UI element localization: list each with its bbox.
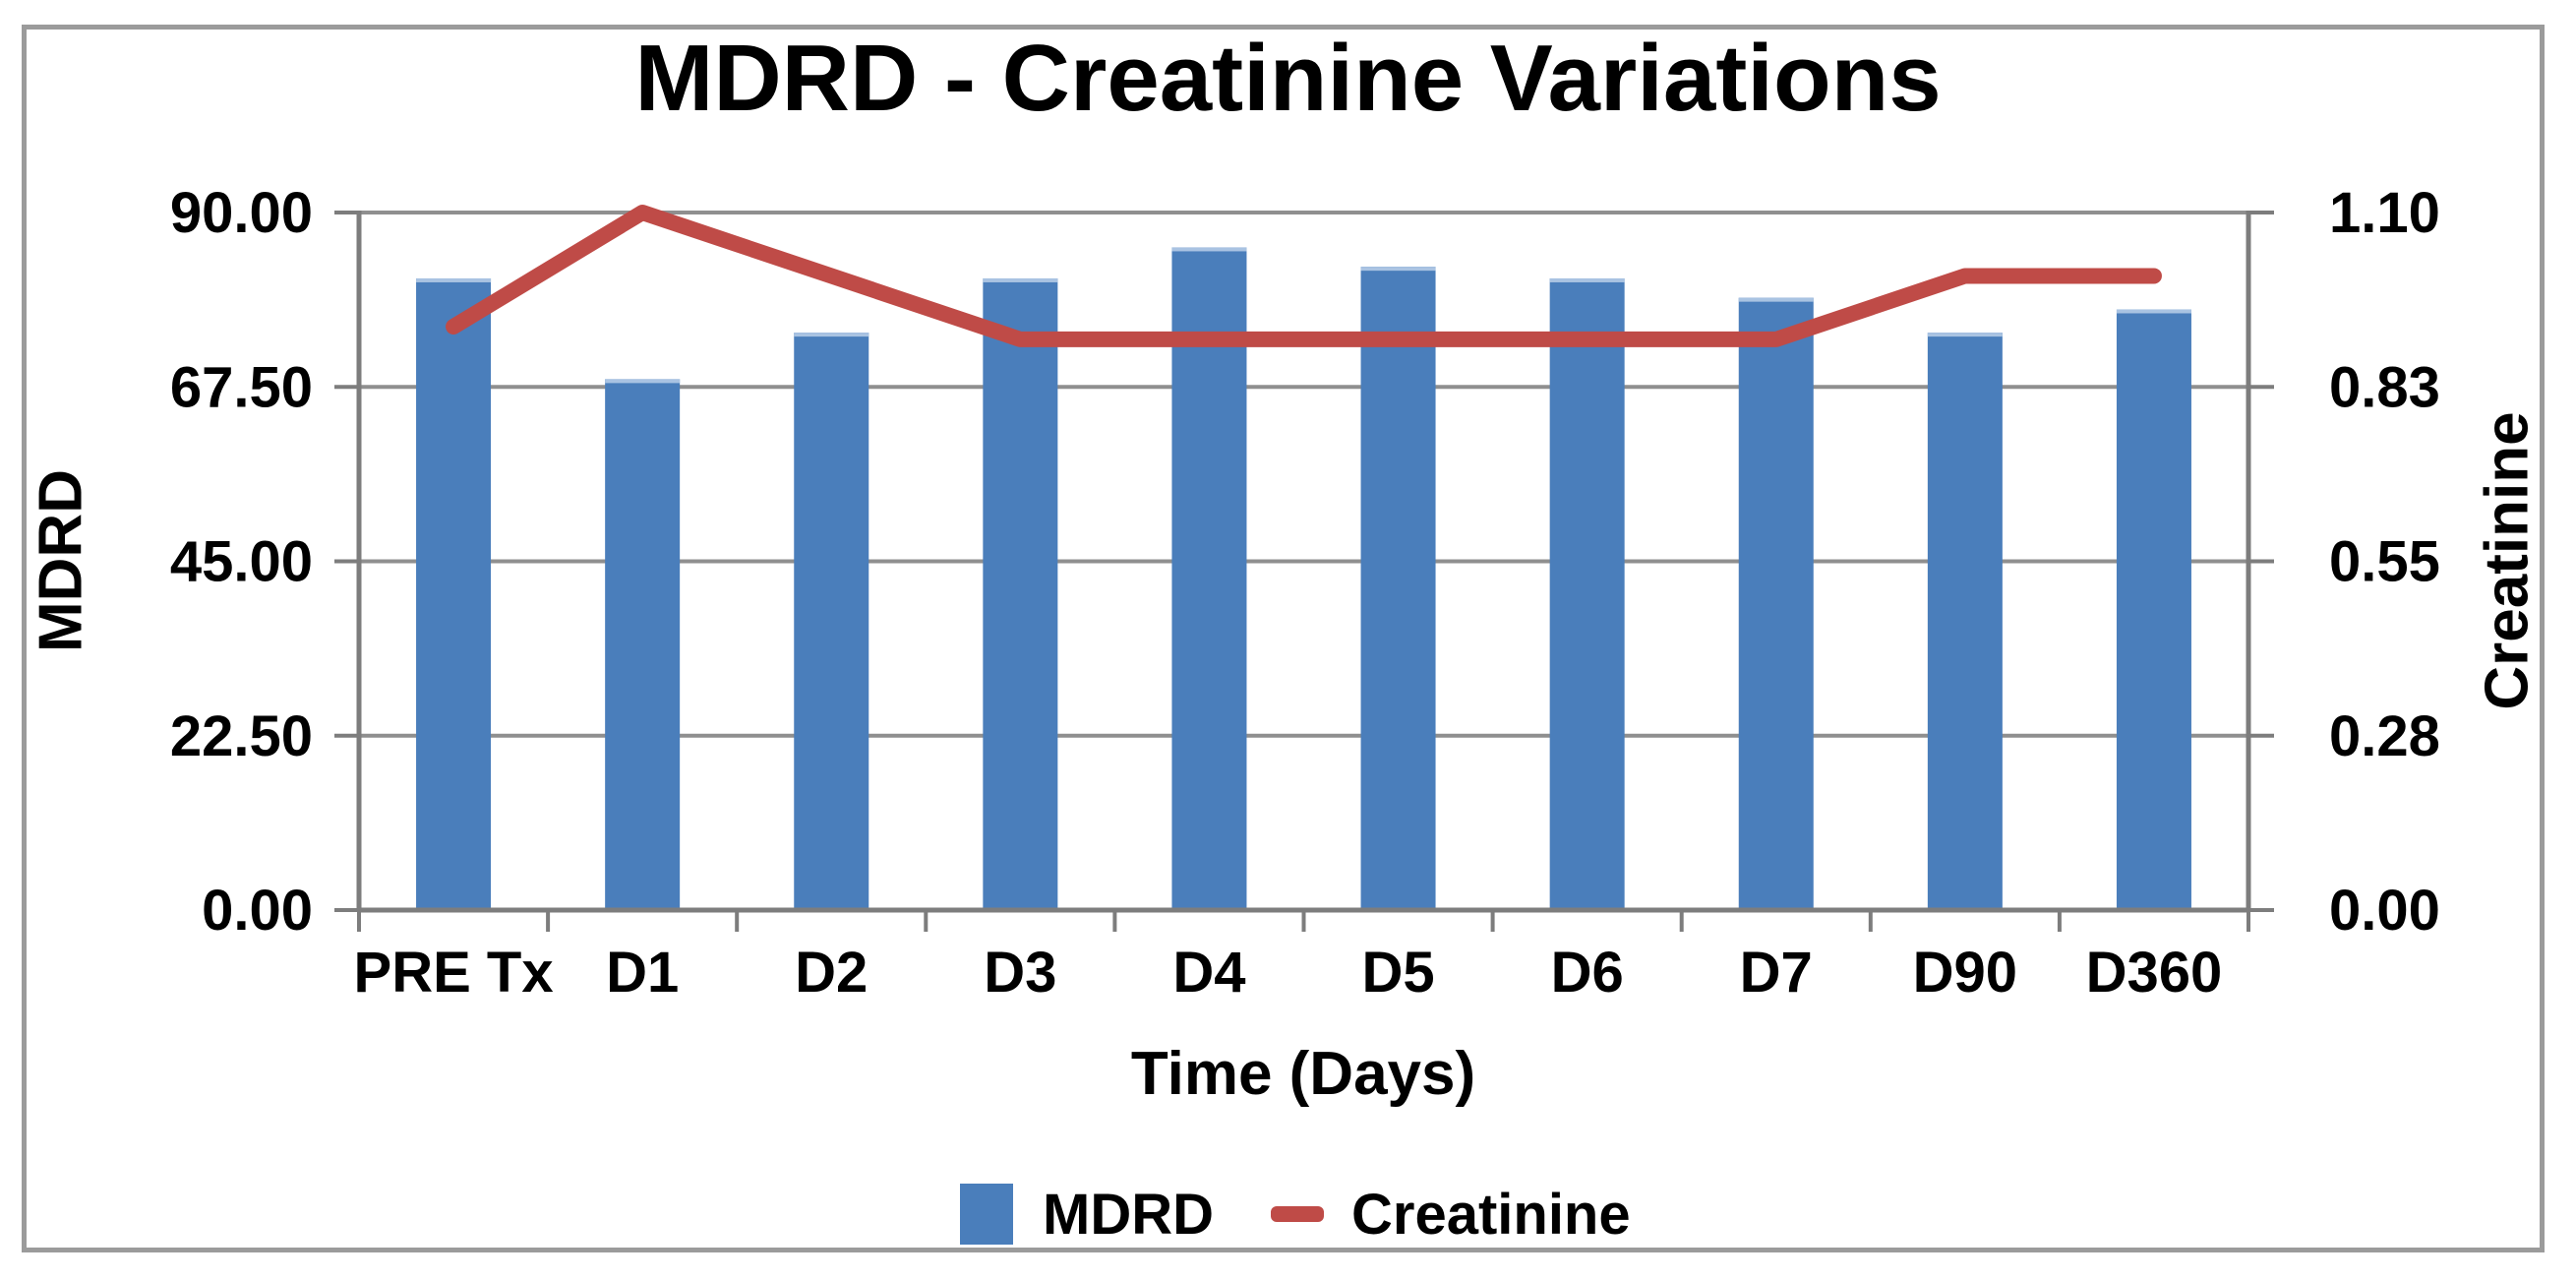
left-axis-title: MDRD	[27, 469, 95, 652]
chart-title: MDRD - Creatinine Variations	[634, 26, 1942, 131]
x-label-d3: D3	[984, 941, 1056, 1005]
bar-d1	[605, 379, 681, 911]
left-axis-label-67.50: 67.50	[170, 355, 313, 419]
right-axis-label-0.55: 0.55	[2329, 530, 2440, 594]
bar-d6	[1549, 277, 1625, 910]
legend-label-mdrd: MDRD	[1043, 1182, 1214, 1247]
x-label-d1: D1	[606, 941, 679, 1005]
x-label-d5: D5	[1361, 941, 1434, 1005]
bar-top-highlight-d360	[2116, 309, 2191, 314]
right-axis-title: Creatinine	[2473, 411, 2542, 710]
left-axis-label-45.00: 45.00	[170, 530, 313, 594]
x-label-d90: D90	[1913, 941, 2017, 1005]
bar-pre-tx	[416, 277, 492, 910]
left-axis-label-22.50: 22.50	[170, 704, 313, 768]
left-axis-label-0.00: 0.00	[202, 879, 313, 943]
x-axis-title: Time (Days)	[1130, 1040, 1476, 1108]
legend: MDRD Creatinine	[960, 1181, 1631, 1248]
bar-top-highlight-d3	[983, 277, 1058, 282]
bar-d2	[794, 333, 869, 910]
mdrd-bar-swatch-icon	[960, 1184, 1013, 1245]
creatinine-line-swatch-icon	[1270, 1206, 1324, 1222]
bar-top-highlight-d6	[1549, 277, 1625, 282]
x-label-d360: D360	[2086, 941, 2223, 1005]
left-axis-label-90.00: 90.00	[170, 181, 313, 245]
bar-d3	[983, 277, 1058, 910]
bar-top-highlight-d1	[605, 379, 681, 384]
bar-top-highlight-d90	[1927, 333, 2003, 337]
bar-top-highlight-d4	[1171, 247, 1247, 252]
right-axis-label-0.00: 0.00	[2329, 879, 2440, 943]
x-label-d4: D4	[1172, 941, 1245, 1005]
x-label-d2: D2	[795, 941, 868, 1005]
bar-d360	[2116, 309, 2191, 910]
bar-d5	[1360, 267, 1436, 911]
bar-d90	[1927, 333, 2003, 910]
right-axis-label-0.83: 0.83	[2329, 355, 2440, 419]
right-axis-label-1.10: 1.10	[2329, 181, 2440, 245]
creatinine-line	[446, 205, 2162, 347]
x-label-d6: D6	[1551, 941, 1624, 1005]
bar-top-highlight-pre-tx	[416, 277, 492, 282]
bar-d4	[1171, 247, 1247, 910]
bar-top-highlight-d2	[794, 333, 869, 337]
right-axis-label-0.28: 0.28	[2329, 704, 2440, 768]
bar-top-highlight-d7	[1738, 297, 1814, 302]
legend-label-creatinine: Creatinine	[1350, 1182, 1631, 1247]
bar-d7	[1738, 297, 1814, 911]
bar-top-highlight-d5	[1360, 267, 1436, 272]
x-label-pre-tx: PRE Tx	[354, 941, 554, 1005]
x-label-d7: D7	[1740, 941, 1813, 1005]
